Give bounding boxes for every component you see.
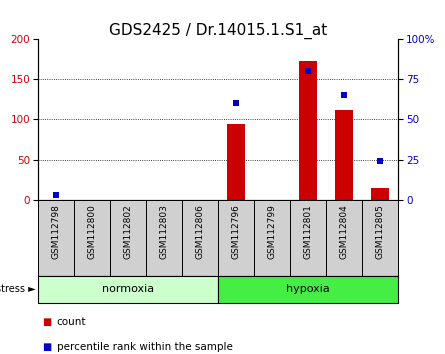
Text: GSM112796: GSM112796 [231, 204, 241, 259]
Text: GSM112800: GSM112800 [87, 204, 97, 259]
Text: GSM112804: GSM112804 [340, 204, 349, 258]
Text: GSM112805: GSM112805 [376, 204, 385, 259]
Text: GSM112801: GSM112801 [303, 204, 313, 259]
Text: count: count [57, 317, 86, 327]
Bar [254, 200, 290, 276]
Text: GSM112803: GSM112803 [159, 204, 169, 259]
Text: GSM112798: GSM112798 [51, 204, 61, 259]
Bar [227, 124, 245, 200]
Text: GSM112802: GSM112802 [123, 204, 133, 258]
Text: percentile rank within the sample: percentile rank within the sample [57, 342, 232, 352]
Bar [38, 200, 74, 276]
Bar [290, 200, 326, 276]
Bar [335, 110, 353, 200]
Bar [38, 276, 218, 303]
Bar [299, 62, 317, 200]
Text: GSM112806: GSM112806 [195, 204, 205, 259]
Text: stress ►: stress ► [0, 284, 36, 295]
Bar [218, 200, 254, 276]
Text: normoxia: normoxia [102, 284, 154, 295]
Text: hypoxia: hypoxia [286, 284, 330, 295]
Bar [74, 200, 110, 276]
Bar [326, 200, 362, 276]
Text: ■: ■ [42, 317, 52, 327]
Bar [182, 200, 218, 276]
Title: GDS2425 / Dr.14015.1.S1_at: GDS2425 / Dr.14015.1.S1_at [109, 23, 327, 39]
Text: GSM112799: GSM112799 [267, 204, 277, 259]
Bar [110, 200, 146, 276]
Bar [371, 188, 389, 200]
Bar [218, 276, 398, 303]
Bar [146, 200, 182, 276]
Bar [362, 200, 398, 276]
Text: ■: ■ [42, 342, 52, 352]
